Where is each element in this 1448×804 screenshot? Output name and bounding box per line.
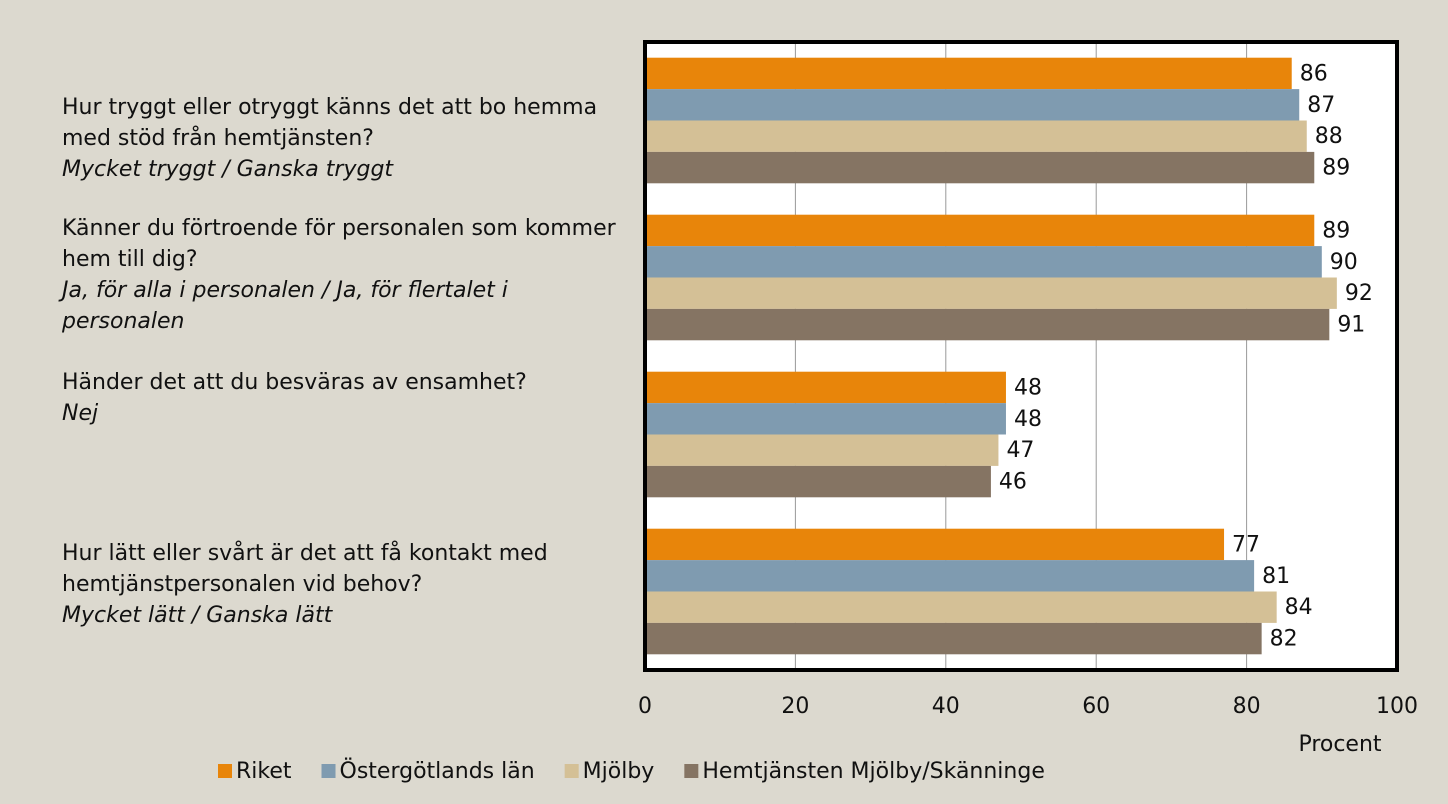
bar [645, 246, 1322, 278]
bar [645, 371, 1006, 404]
bar [645, 434, 999, 466]
bar [645, 528, 1225, 561]
legend-swatch [684, 764, 699, 778]
value-label: 48 [1014, 375, 1042, 400]
question: Känner du förtroende för personalen som … [62, 216, 616, 272]
value-label: 77 [1232, 532, 1260, 557]
value-label: 84 [1285, 595, 1313, 620]
value-label: 91 [1337, 313, 1365, 338]
legend-label: Hemtjänsten Mjölby/Skänninge [702, 759, 1045, 784]
value-label: 87 [1307, 93, 1335, 118]
category-label: Händer det att du besväras av ensamhet? N… [62, 367, 622, 429]
bar [645, 151, 1315, 184]
legend-swatch [321, 764, 336, 778]
x-tick-label: 100 [1376, 694, 1418, 719]
legend-label: Östergötlands län [340, 758, 535, 784]
value-label: 46 [999, 470, 1027, 495]
legend-swatch [564, 764, 579, 778]
answer: Ja, för alla i personalen / Ja, för fler… [62, 278, 508, 334]
answer: Mycket tryggt / Ganska tryggt [62, 157, 394, 182]
bar [645, 57, 1292, 90]
x-tick-label: 60 [1082, 694, 1110, 719]
question: Hur tryggt eller otryggt känns det att b… [62, 95, 598, 151]
value-label: 47 [1006, 438, 1034, 463]
category-label: Känner du förtroende för personalen som … [62, 213, 622, 337]
plot-border [643, 40, 1399, 672]
x-tick-label: 0 [638, 694, 652, 719]
answer: Nej [62, 401, 99, 426]
bar [645, 277, 1337, 309]
x-tick-label: 20 [781, 694, 809, 719]
bar [645, 465, 991, 498]
legend-label: Riket [236, 759, 292, 784]
answer: Mycket lätt / Ganska lätt [62, 603, 333, 628]
bar [645, 560, 1255, 592]
value-label: 48 [1014, 407, 1042, 432]
category-label: Hur lätt eller svårt är det att få konta… [62, 538, 622, 631]
x-tick-label: 40 [932, 694, 960, 719]
bar [645, 89, 1300, 121]
x-tick-label: 80 [1233, 694, 1261, 719]
value-label: 81 [1262, 564, 1290, 589]
question: Händer det att du besväras av ensamhet? [62, 370, 527, 395]
category-label: Hur tryggt eller otryggt känns det att b… [62, 92, 622, 185]
bar [645, 591, 1277, 623]
legend-label: Mjölby [583, 759, 655, 784]
value-label: 90 [1330, 250, 1358, 275]
value-label: 89 [1322, 218, 1350, 243]
value-label: 82 [1270, 627, 1298, 652]
bar [645, 308, 1330, 341]
question: Hur lätt eller svårt är det att få konta… [62, 541, 548, 597]
value-label: 86 [1300, 61, 1328, 86]
bar [645, 403, 1006, 435]
x-axis-title: Procent [1298, 732, 1381, 757]
legend-swatch [218, 764, 232, 778]
bar [645, 622, 1262, 655]
value-label: 92 [1345, 281, 1373, 306]
bar [645, 120, 1307, 152]
bar [645, 214, 1315, 247]
value-label: 89 [1322, 156, 1350, 181]
value-label: 88 [1315, 124, 1343, 149]
